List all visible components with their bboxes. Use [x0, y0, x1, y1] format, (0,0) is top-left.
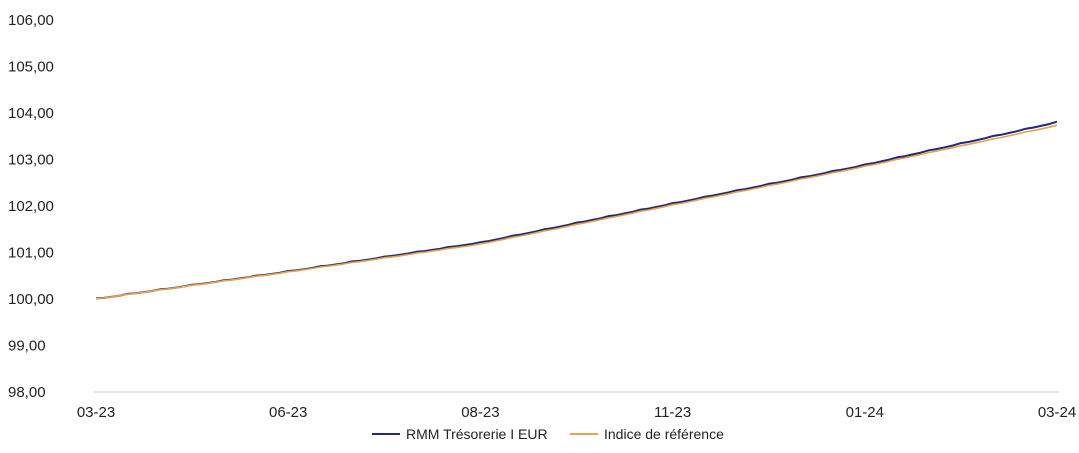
- y-tick-label: 102,00: [8, 198, 54, 215]
- y-tick-label: 105,00: [8, 59, 54, 76]
- x-tick-label: 08-23: [461, 404, 499, 421]
- y-tick-label: 100,00: [8, 291, 54, 308]
- x-tick-label: 01-24: [846, 404, 884, 421]
- y-tick-label: 101,00: [8, 245, 54, 262]
- y-tick-label: 103,00: [8, 152, 54, 169]
- y-tick-label: 106,00: [8, 12, 54, 29]
- x-tick-label: 06-23: [269, 404, 307, 421]
- y-tick-label: 104,00: [8, 105, 54, 122]
- y-tick-label: 98,00: [8, 384, 46, 401]
- legend-label: RMM Trésorerie I EUR: [406, 426, 548, 442]
- legend-label: Indice de référence: [604, 426, 724, 442]
- x-tick-label: 03-24: [1038, 404, 1076, 421]
- y-tick-label: 99,00: [8, 338, 46, 355]
- series-line-benchmark: [96, 125, 1057, 299]
- x-tick-label: 11-23: [654, 404, 691, 421]
- series-line-fund: [96, 122, 1057, 299]
- x-tick-label: 03-23: [77, 404, 115, 421]
